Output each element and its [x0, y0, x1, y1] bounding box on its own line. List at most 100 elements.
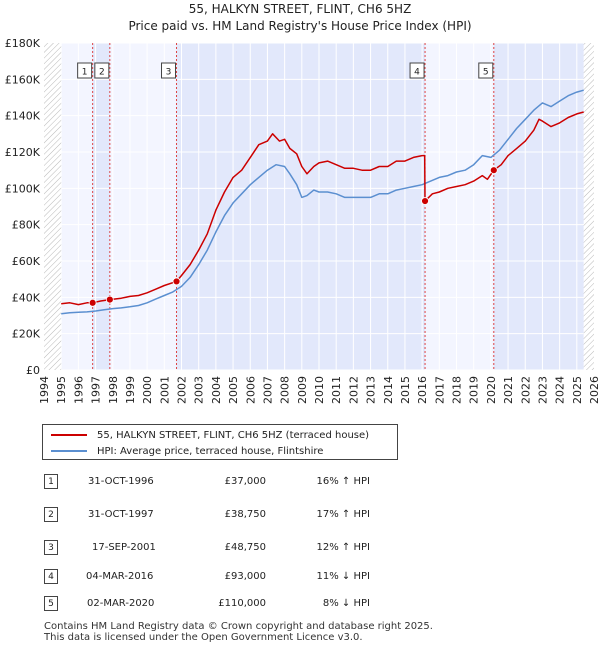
x-tick-label: 1996	[72, 376, 85, 404]
x-tick-label: 1997	[90, 376, 103, 404]
table-row: 4 04-MAR-2016 £93,000 11% ↓ HPI	[0, 569, 600, 589]
sale-number-badge: 4	[44, 569, 58, 584]
sale-label-text: 2	[99, 68, 105, 78]
sale-point	[105, 295, 114, 304]
hatch-region-start	[44, 43, 62, 370]
sale-label-box	[94, 62, 110, 79]
x-tick-label: 2006	[244, 376, 257, 404]
sale-points	[88, 166, 498, 307]
sale-number-badge: 2	[44, 507, 58, 522]
price-chart: 55, HALKYN STREET, FLINT, CH6 5HZ Price …	[5, 2, 600, 404]
x-tick-label: 2025	[571, 376, 584, 404]
legend-swatch-hpi	[51, 450, 87, 452]
sale-price: £37,000	[224, 476, 266, 487]
sale-label: 1	[77, 62, 93, 79]
sale-date: 31-OCT-1996	[88, 476, 154, 487]
x-tick-label: 1995	[55, 376, 68, 404]
sale-point	[421, 197, 429, 205]
x-tick-label: 2021	[502, 376, 515, 404]
footer-license: This data is licensed under the Open Gov…	[44, 632, 363, 643]
sale-price: £110,000	[218, 598, 266, 609]
sale-label: 2	[94, 62, 110, 79]
table-row: 3 17-SEP-2001 £48,750 12% ↑ HPI	[0, 540, 600, 560]
x-tick-label: 2023	[536, 376, 549, 404]
sale-price: £38,750	[224, 509, 266, 520]
legend-label-hpi: HPI: Average price, terraced house, Flin…	[97, 445, 324, 457]
sale-hpi-diff: 17% ↑ HPI	[316, 509, 370, 520]
hatch-region-end	[583, 43, 594, 370]
x-tick-label: 2024	[554, 376, 567, 404]
x-tick-label: 2014	[382, 376, 395, 404]
property-price-line	[61, 111, 584, 306]
sale-point	[88, 298, 97, 307]
sale-point	[172, 277, 181, 286]
sale-label-text: 4	[414, 68, 420, 78]
legend-swatch-property	[51, 434, 87, 436]
footer-copyright: Contains HM Land Registry data © Crown c…	[44, 621, 433, 632]
table-row: 5 02-MAR-2020 £110,000 8% ↓ HPI	[0, 596, 600, 616]
sale-price: £48,750	[224, 542, 266, 553]
x-tick-label: 2002	[176, 376, 189, 404]
sale-label-box	[77, 62, 93, 79]
sale-number-badge: 5	[44, 596, 58, 611]
table-row: 1 31-OCT-1996 £37,000 16% ↑ HPI	[0, 474, 600, 494]
x-tick-label: 2009	[296, 376, 309, 404]
legend: 55, HALKYN STREET, FLINT, CH6 5HZ (terra…	[42, 424, 398, 460]
y-tick-label: £100K	[5, 182, 41, 195]
x-tick-label: 2016	[416, 376, 429, 404]
x-tick-label: 1994	[38, 376, 51, 404]
sale-label-box	[409, 62, 425, 79]
x-tick-label: 2015	[399, 376, 412, 404]
y-tick-label: £20K	[12, 328, 41, 341]
x-tick-label: 1999	[124, 376, 137, 404]
x-tick-label: 2011	[330, 376, 343, 404]
sale-label-text: 5	[483, 68, 489, 78]
y-axis: £0 £20K £40K £60K £80K £100K £120K £140K £160K £1…	[5, 37, 41, 377]
x-tick-label: 2022	[519, 376, 532, 404]
x-tick-label: 2019	[468, 376, 481, 404]
sale-hpi-diff: 12% ↑ HPI	[316, 542, 370, 553]
sale-label-text: 3	[166, 68, 172, 78]
shaded-range	[493, 43, 584, 370]
x-tick-label: 2018	[451, 376, 464, 404]
y-tick-label: £180K	[5, 37, 41, 50]
sale-point	[489, 166, 498, 175]
sale-number-labels: 1 2 3 4 5	[77, 62, 494, 79]
y-tick-label: £60K	[12, 255, 41, 268]
sale-price: £93,000	[224, 571, 266, 582]
sale-hpi-diff: 8% ↓ HPI	[322, 598, 370, 609]
x-tick-label: 2012	[347, 376, 360, 404]
chart-subtitle: Price paid vs. HM Land Registry's House …	[128, 19, 471, 33]
sale-label-box	[478, 62, 494, 79]
shaded-range	[92, 43, 110, 370]
y-tick-label: £140K	[5, 110, 41, 123]
sale-date: 04-MAR-2016	[86, 571, 154, 582]
x-tick-label: 2017	[433, 376, 446, 404]
y-tick-label: £120K	[5, 146, 41, 159]
x-tick-label: 2007	[261, 376, 274, 404]
sale-number-badge: 1	[44, 474, 58, 489]
legend-item-hpi: HPI: Average price, terraced house, Flin…	[51, 443, 323, 459]
sale-number-badge: 3	[44, 540, 58, 555]
x-tick-label: 2008	[279, 376, 292, 404]
sale-label: 4	[409, 62, 425, 79]
x-tick-label: 2001	[158, 376, 171, 404]
x-tick-label: 1998	[107, 376, 120, 404]
legend-item-property: 55, HALKYN STREET, FLINT, CH6 5HZ (terra…	[51, 427, 369, 443]
sale-hpi-diff: 11% ↓ HPI	[316, 571, 370, 582]
sale-marker-lines	[92, 43, 495, 370]
sale-date: 02-MAR-2020	[87, 598, 155, 609]
x-tick-label: 2000	[141, 376, 154, 404]
y-tick-label: £0	[26, 364, 40, 377]
sale-label: 3	[161, 62, 177, 79]
footer: Contains HM Land Registry data © Crown c…	[44, 621, 433, 643]
x-tick-label: 2013	[365, 376, 378, 404]
x-tick-label: 2003	[193, 376, 206, 404]
sale-label: 5	[478, 62, 494, 79]
sale-hpi-diff: 16% ↑ HPI	[316, 476, 370, 487]
legend-label-property: 55, HALKYN STREET, FLINT, CH6 5HZ (terra…	[97, 429, 370, 441]
y-tick-label: £40K	[12, 291, 41, 304]
x-tick-label: 2004	[210, 376, 223, 404]
sale-date: 17-SEP-2001	[92, 542, 156, 553]
x-tick-label: 2026	[588, 376, 600, 404]
